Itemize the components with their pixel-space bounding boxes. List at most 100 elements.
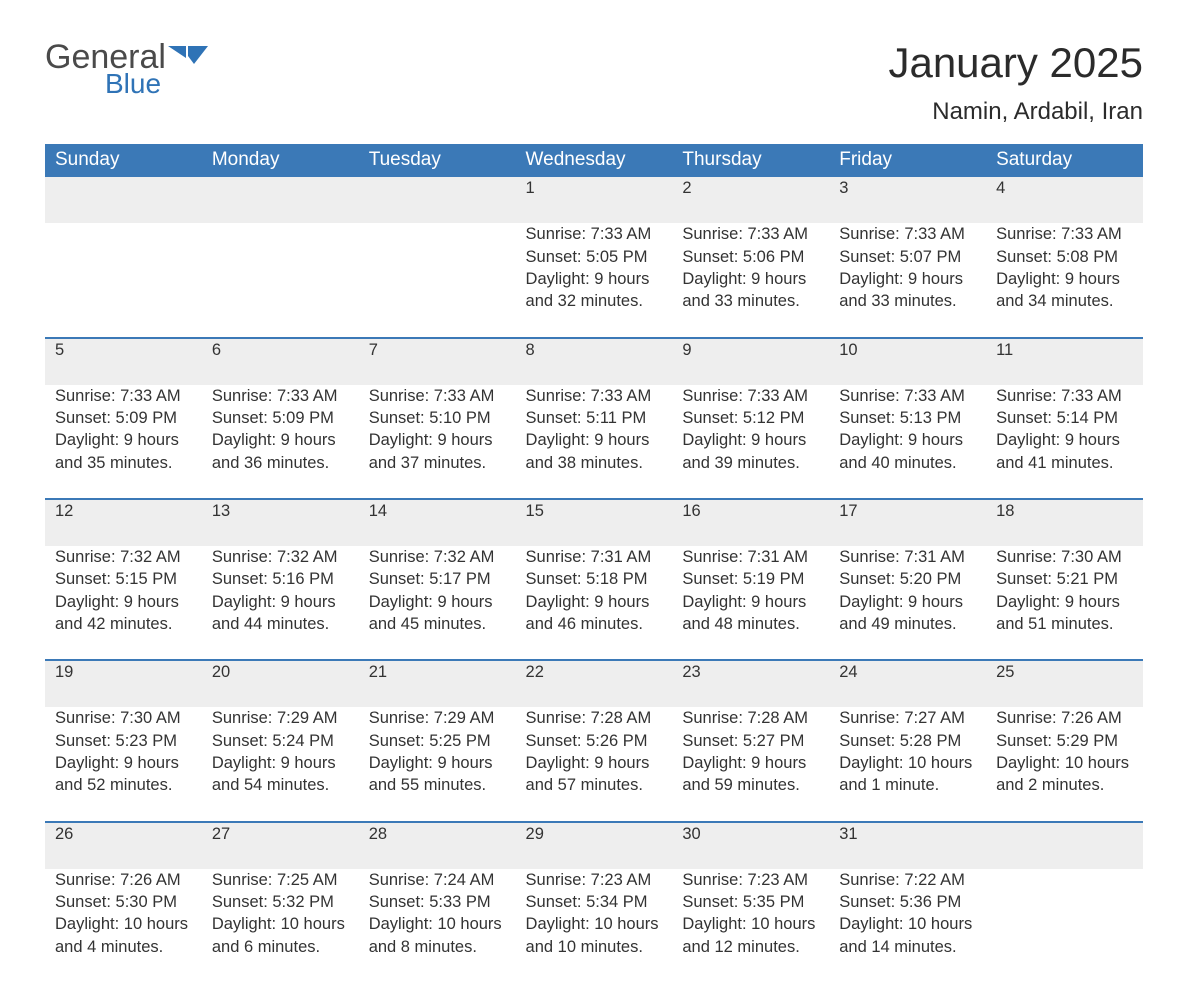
sunset-text: Sunset: 5:11 PM bbox=[526, 407, 663, 429]
day-cell: Sunrise: 7:32 AMSunset: 5:16 PMDaylight:… bbox=[202, 546, 359, 660]
day-cell bbox=[986, 869, 1143, 982]
day-number: 23 bbox=[672, 660, 829, 707]
day-detail-row: Sunrise: 7:26 AMSunset: 5:30 PM Daylight:… bbox=[45, 869, 1143, 982]
day-cell: Sunrise: 7:24 AMSunset: 5:33 PMDaylight:… bbox=[359, 869, 516, 982]
day-number: 9 bbox=[672, 338, 829, 385]
weekday-header: Friday bbox=[829, 144, 986, 177]
sunset-text: Sunset: 5:36 PM bbox=[839, 891, 976, 913]
daylight2-text: and 34 minutes. bbox=[996, 290, 1133, 312]
daylight1-text: Daylight: 9 hours bbox=[526, 268, 663, 290]
day-number bbox=[45, 177, 202, 223]
day-number: 12 bbox=[45, 499, 202, 546]
daylight2-text: and 54 minutes. bbox=[212, 774, 349, 796]
sunrise-text: Sunrise: 7:33 AM bbox=[526, 385, 663, 407]
sunset-text: Sunset: 5:25 PM bbox=[369, 730, 506, 752]
sunrise-text: Sunrise: 7:32 AM bbox=[212, 546, 349, 568]
sunrise-text: Sunrise: 7:33 AM bbox=[526, 223, 663, 245]
daylight2-text: and 10 minutes. bbox=[526, 936, 663, 958]
day-cell: Sunrise: 7:33 AMSunset: 5:05 PMDaylight:… bbox=[516, 223, 673, 337]
day-cell bbox=[359, 223, 516, 337]
daylight2-text: and 6 minutes. bbox=[212, 936, 349, 958]
sunset-text: Sunset: 5:30 PM bbox=[55, 891, 192, 913]
daylight1-text: Daylight: 9 hours bbox=[682, 429, 819, 451]
daylight1-text: Daylight: 10 hours bbox=[839, 913, 976, 935]
day-cell: Sunrise: 7:33 AMSunset: 5:10 PMDaylight:… bbox=[359, 385, 516, 499]
day-cell: Sunrise: 7:33 AMSunset: 5:13 PMDaylight:… bbox=[829, 385, 986, 499]
sunrise-text: Sunrise: 7:33 AM bbox=[682, 385, 819, 407]
daynum-row: 19202122232425 bbox=[45, 660, 1143, 707]
sunset-text: Sunset: 5:29 PM bbox=[996, 730, 1133, 752]
daynum-row: 262728293031 bbox=[45, 822, 1143, 869]
sunset-text: Sunset: 5:13 PM bbox=[839, 407, 976, 429]
sunset-text: Sunset: 5:19 PM bbox=[682, 568, 819, 590]
daylight1-text: Daylight: 9 hours bbox=[55, 591, 192, 613]
day-number: 20 bbox=[202, 660, 359, 707]
daylight1-text: Daylight: 9 hours bbox=[682, 752, 819, 774]
day-cell: Sunrise: 7:23 AMSunset: 5:34 PMDaylight:… bbox=[516, 869, 673, 982]
day-cell: Sunrise: 7:33 AMSunset: 5:07 PMDaylight:… bbox=[829, 223, 986, 337]
sunset-text: Sunset: 5:35 PM bbox=[682, 891, 819, 913]
day-cell: Sunrise: 7:33 AMSunset: 5:09 PMDaylight:… bbox=[202, 385, 359, 499]
day-number: 10 bbox=[829, 338, 986, 385]
daylight1-text: Daylight: 9 hours bbox=[369, 429, 506, 451]
sunrise-text: Sunrise: 7:22 AM bbox=[839, 869, 976, 891]
daylight2-text: and 55 minutes. bbox=[369, 774, 506, 796]
day-number: 11 bbox=[986, 338, 1143, 385]
day-cell: Sunrise: 7:33 AMSunset: 5:14 PMDaylight:… bbox=[986, 385, 1143, 499]
daynum-row: 567891011 bbox=[45, 338, 1143, 385]
day-cell: Sunrise: 7:25 AMSunset: 5:32 PMDaylight:… bbox=[202, 869, 359, 982]
weekday-header-row: SundayMondayTuesdayWednesdayThursdayFrid… bbox=[45, 144, 1143, 177]
daylight1-text: Daylight: 9 hours bbox=[369, 591, 506, 613]
daylight1-text: Daylight: 9 hours bbox=[839, 268, 976, 290]
sunset-text: Sunset: 5:23 PM bbox=[55, 730, 192, 752]
daylight1-text: Daylight: 10 hours bbox=[526, 913, 663, 935]
day-cell: Sunrise: 7:27 AMSunset: 5:28 PMDaylight:… bbox=[829, 707, 986, 821]
sunrise-text: Sunrise: 7:33 AM bbox=[996, 385, 1133, 407]
daylight2-text: and 38 minutes. bbox=[526, 452, 663, 474]
daylight2-text: and 52 minutes. bbox=[55, 774, 192, 796]
sunrise-text: Sunrise: 7:26 AM bbox=[55, 869, 192, 891]
sunset-text: Sunset: 5:17 PM bbox=[369, 568, 506, 590]
day-number: 15 bbox=[516, 499, 673, 546]
sunrise-text: Sunrise: 7:33 AM bbox=[996, 223, 1133, 245]
sunset-text: Sunset: 5:16 PM bbox=[212, 568, 349, 590]
day-number: 6 bbox=[202, 338, 359, 385]
day-number: 4 bbox=[986, 177, 1143, 223]
logo-text-sub: Blue bbox=[105, 70, 166, 98]
day-detail-row: Sunrise: 7:33 AMSunset: 5:05 PMDaylight:… bbox=[45, 223, 1143, 337]
day-number: 2 bbox=[672, 177, 829, 223]
sunrise-text: Sunrise: 7:28 AM bbox=[682, 707, 819, 729]
sunset-text: Sunset: 5:24 PM bbox=[212, 730, 349, 752]
sunrise-text: Sunrise: 7:24 AM bbox=[369, 869, 506, 891]
day-number: 5 bbox=[45, 338, 202, 385]
day-number: 30 bbox=[672, 822, 829, 869]
sunset-text: Sunset: 5:34 PM bbox=[526, 891, 663, 913]
day-cell: Sunrise: 7:26 AMSunset: 5:29 PMDaylight:… bbox=[986, 707, 1143, 821]
daylight2-text: and 44 minutes. bbox=[212, 613, 349, 635]
header: General Blue January 2025 Namin, Ardabil… bbox=[45, 40, 1143, 126]
sunset-text: Sunset: 5:32 PM bbox=[212, 891, 349, 913]
day-number: 24 bbox=[829, 660, 986, 707]
day-detail-row: Sunrise: 7:30 AMSunset: 5:23 PMDaylight:… bbox=[45, 707, 1143, 821]
day-cell: Sunrise: 7:28 AMSunset: 5:27 PMDaylight:… bbox=[672, 707, 829, 821]
day-number: 13 bbox=[202, 499, 359, 546]
sunset-text: Sunset: 5:08 PM bbox=[996, 246, 1133, 268]
daylight1-text: Daylight: 10 hours bbox=[212, 913, 349, 935]
day-cell: Sunrise: 7:30 AMSunset: 5:23 PMDaylight:… bbox=[45, 707, 202, 821]
sunset-text: Sunset: 5:05 PM bbox=[526, 246, 663, 268]
day-cell: Sunrise: 7:26 AMSunset: 5:30 PMDaylight:… bbox=[45, 869, 202, 982]
calendar-table: SundayMondayTuesdayWednesdayThursdayFrid… bbox=[45, 144, 1143, 982]
daylight2-text: and 36 minutes. bbox=[212, 452, 349, 474]
daynum-row: 1234 bbox=[45, 177, 1143, 223]
location: Namin, Ardabil, Iran bbox=[888, 98, 1143, 126]
day-cell: Sunrise: 7:29 AMSunset: 5:25 PMDaylight:… bbox=[359, 707, 516, 821]
sunrise-text: Sunrise: 7:33 AM bbox=[682, 223, 819, 245]
daylight1-text: Daylight: 9 hours bbox=[682, 591, 819, 613]
sunset-text: Sunset: 5:26 PM bbox=[526, 730, 663, 752]
sunset-text: Sunset: 5:20 PM bbox=[839, 568, 976, 590]
day-cell: Sunrise: 7:23 AMSunset: 5:35 PMDaylight:… bbox=[672, 869, 829, 982]
day-cell: Sunrise: 7:33 AMSunset: 5:11 PMDaylight:… bbox=[516, 385, 673, 499]
flag-icon bbox=[168, 46, 208, 77]
day-number bbox=[986, 822, 1143, 869]
day-number: 28 bbox=[359, 822, 516, 869]
